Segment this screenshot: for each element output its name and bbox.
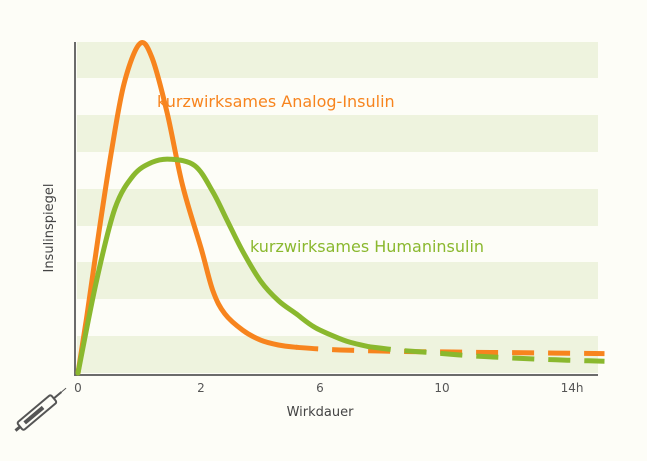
series-line-analog (75, 40, 299, 376)
series-line-human-dashed (368, 344, 605, 364)
x-axis-title: Wirkdauer (287, 405, 355, 420)
grid-band (77, 189, 598, 226)
x-tick-label: 6 (316, 381, 324, 395)
grid-band (77, 115, 598, 152)
grid-bands (77, 42, 598, 373)
insulin-pen-icon (14, 387, 67, 432)
x-ticks: 0 2 6 10 14h (74, 381, 583, 395)
grid-band (77, 336, 598, 373)
x-tick-label: 0 (74, 381, 82, 395)
series-label-human: kurzwirksames Humaninsulin (250, 237, 484, 256)
grid-band (77, 42, 598, 78)
series-lines (75, 40, 605, 376)
x-tick-label: 10 (434, 381, 449, 395)
x-tick-label: 2 (197, 381, 205, 395)
series-label-analog: kurzwirksames Analog-Insulin (157, 92, 395, 111)
series-line-human (75, 156, 372, 376)
grid-band (77, 262, 598, 299)
y-axis-title: Insulinspiegel (42, 183, 57, 272)
x-tick-label: 14h (561, 381, 584, 395)
